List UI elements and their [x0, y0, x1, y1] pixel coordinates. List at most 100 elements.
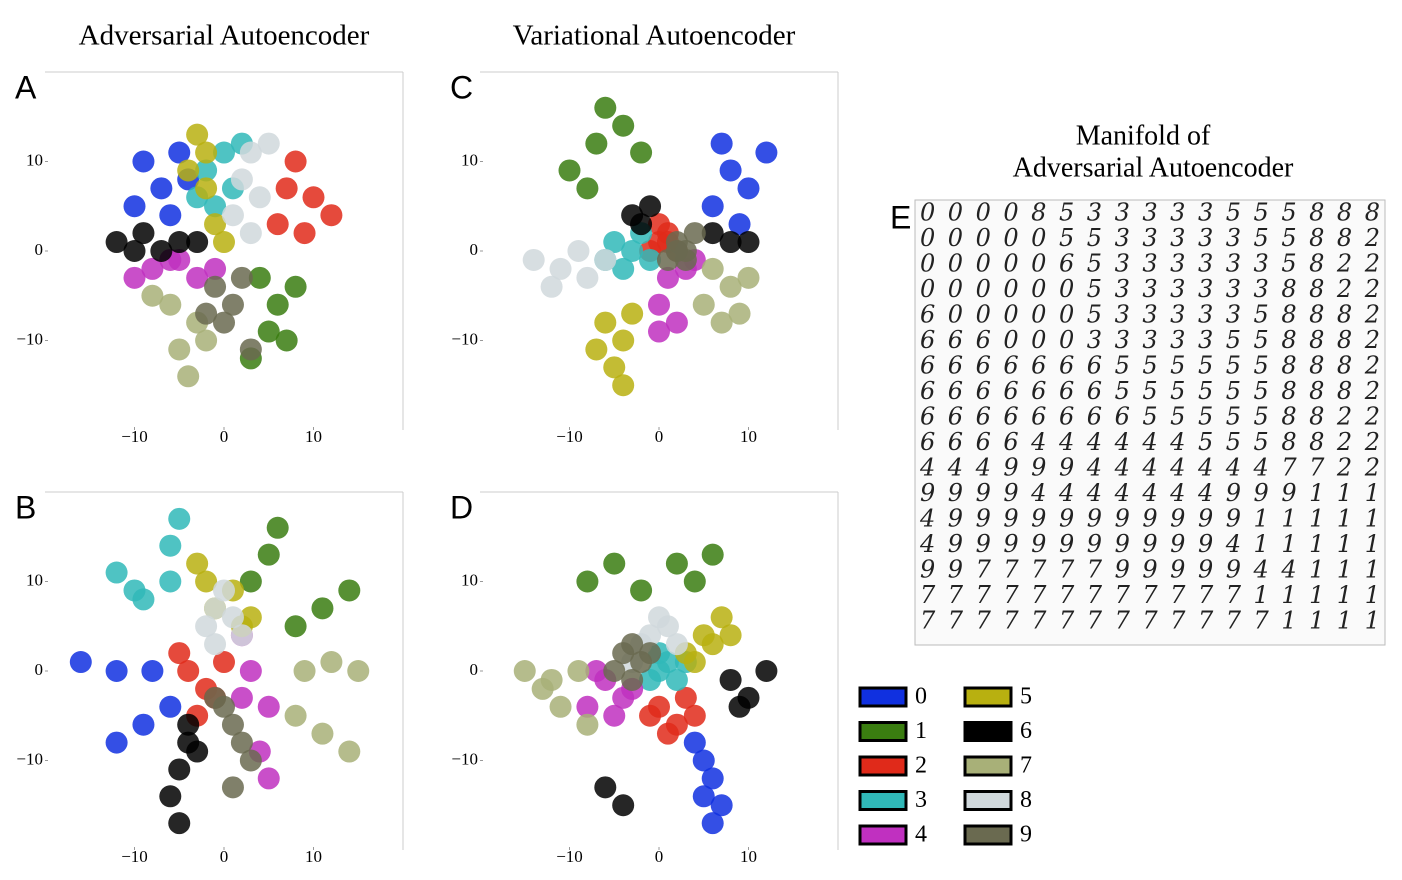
point [132, 150, 155, 173]
legend-label: 7 [1020, 753, 1032, 779]
y-tick-label: 0 [35, 660, 44, 679]
manifold-row: 00000653333335822 [920, 250, 1380, 278]
x-tick-label: 10 [740, 427, 757, 446]
legend-label: 6 [1020, 718, 1032, 744]
point [701, 195, 724, 218]
point [195, 615, 218, 638]
point [221, 293, 244, 316]
panel-label: C [450, 69, 473, 105]
point [204, 213, 227, 236]
manifold-row: 77777777777711111 [920, 581, 1380, 609]
point [221, 204, 244, 227]
point [701, 222, 724, 245]
point [603, 660, 626, 682]
point [204, 597, 227, 620]
point [159, 293, 182, 316]
column-title: Adversarial Autoencoder [79, 20, 370, 52]
point [284, 704, 307, 727]
point [549, 695, 572, 718]
point [531, 677, 554, 700]
legend-label: 8 [1020, 787, 1032, 813]
point [105, 231, 128, 254]
point [275, 177, 298, 200]
point [755, 141, 778, 164]
point [266, 293, 289, 316]
point [612, 257, 635, 280]
point [105, 561, 128, 584]
point [204, 257, 227, 280]
panel-label: B [15, 489, 36, 525]
manifold-row: 99994444444999111 [920, 479, 1380, 507]
y-tick-label: −10 [16, 329, 43, 348]
x-tick-label: −10 [121, 427, 148, 446]
point [150, 240, 173, 262]
point [719, 624, 742, 647]
point [630, 141, 653, 164]
point [710, 794, 733, 817]
point [737, 231, 760, 254]
point [612, 374, 635, 397]
point [674, 686, 697, 709]
point [648, 213, 670, 236]
point [159, 695, 182, 718]
point [105, 731, 128, 754]
point [522, 248, 545, 271]
point [683, 704, 706, 727]
point [159, 785, 182, 808]
point [692, 293, 715, 316]
legend-swatch [963, 755, 1013, 777]
point [311, 722, 334, 745]
point [683, 222, 706, 245]
y-tick-label: 10 [461, 570, 478, 589]
point [701, 767, 724, 790]
point [257, 543, 280, 566]
manifold-row: 66666666555558822 [920, 403, 1380, 431]
x-tick-label: 0 [655, 847, 664, 866]
point [656, 266, 679, 289]
point [576, 570, 599, 593]
point [594, 96, 617, 119]
point [737, 266, 760, 289]
legend-label: 5 [1020, 684, 1032, 710]
point [257, 320, 280, 343]
point [612, 794, 635, 817]
point [186, 231, 209, 254]
manifold-frame [914, 199, 1386, 646]
legend-swatch [858, 721, 908, 742]
point [585, 338, 608, 361]
point [665, 552, 688, 575]
point [639, 642, 662, 665]
manifold-row: 66666665555558882 [920, 352, 1380, 380]
point [621, 633, 644, 656]
manifold-row: 00000553333355882 [920, 224, 1380, 252]
point [665, 240, 688, 262]
point [204, 195, 227, 218]
point [248, 266, 271, 289]
point [239, 141, 262, 164]
point [177, 159, 200, 182]
point [123, 266, 146, 289]
point [177, 660, 200, 682]
point [656, 722, 679, 745]
point [612, 114, 635, 137]
point [239, 749, 262, 772]
y-tick-label: 0 [470, 660, 479, 679]
y-tick-label: 0 [470, 240, 479, 259]
point [701, 543, 724, 566]
point [639, 195, 662, 218]
point [621, 668, 644, 691]
point [710, 311, 733, 334]
point [585, 660, 608, 682]
point [159, 570, 182, 593]
point [728, 213, 751, 236]
manifold-title: Adversarial Autoencoder [1013, 152, 1294, 183]
point [195, 141, 218, 164]
point [168, 642, 191, 665]
manifold-row: 66666665555558882 [920, 377, 1380, 405]
point [141, 284, 164, 307]
point [603, 356, 626, 379]
manifold-row: 66600033333558882 [920, 326, 1380, 354]
point [239, 660, 262, 682]
point [576, 695, 599, 718]
manifold-row: 00000053333338822 [920, 275, 1380, 303]
